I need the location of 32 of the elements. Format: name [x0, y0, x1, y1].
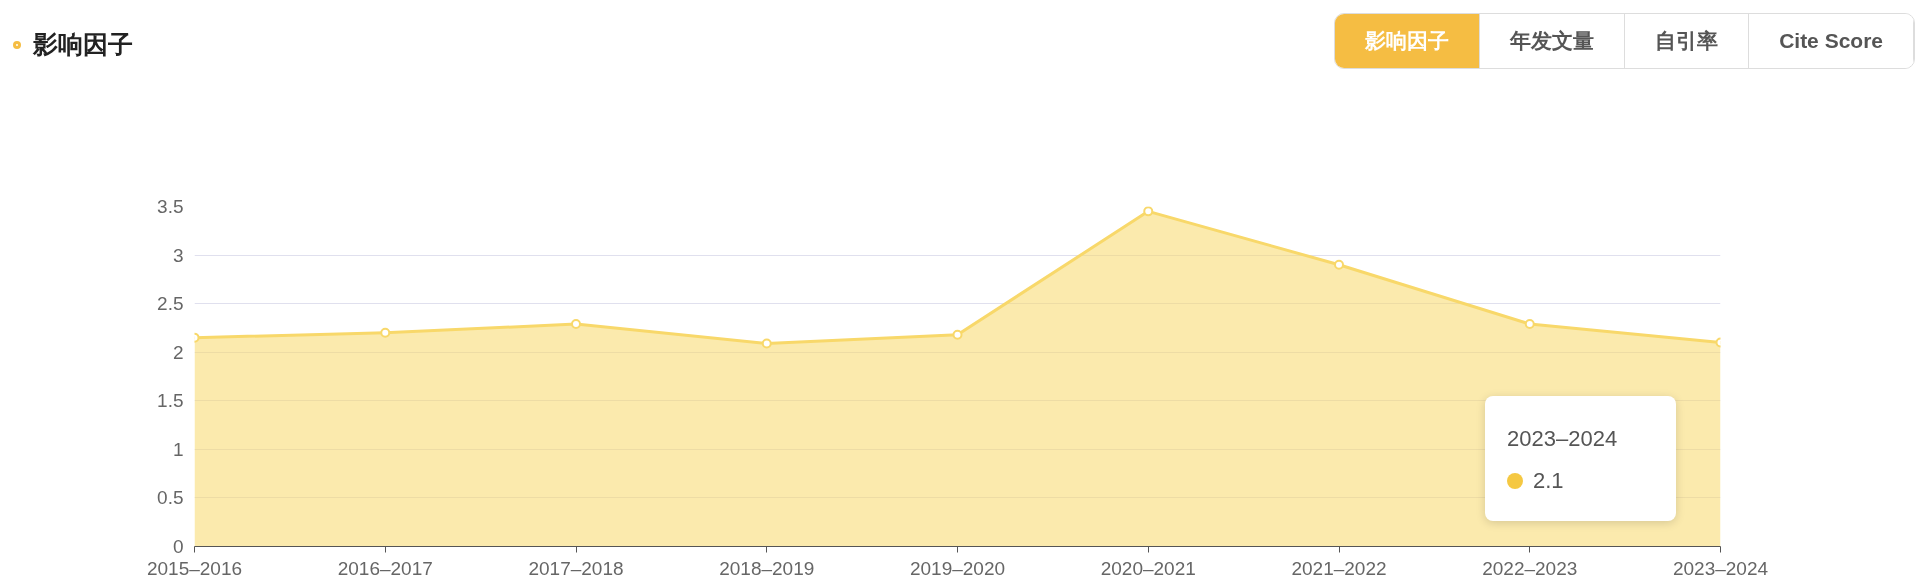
y-tick-label: 0.5: [157, 487, 184, 509]
x-tick-label: 2021–2022: [1291, 557, 1387, 578]
point: [1334, 259, 1344, 270]
x-tick-label: 2015–2016: [146, 557, 243, 578]
y-tick-label: 1.5: [157, 390, 184, 412]
point: [571, 319, 581, 330]
x-tick-label: 2017–2018: [528, 557, 624, 578]
point: [1524, 319, 1535, 330]
text: 自引率: [1625, 14, 1750, 68]
y-tick-label: 2: [172, 341, 184, 363]
y-tick-label: 0: [172, 536, 184, 557]
y-tick-label: 2.5: [157, 293, 184, 315]
x-tick-label: 2019–2020: [909, 557, 1006, 578]
point: [952, 329, 963, 340]
y-tick-label: 3: [172, 244, 184, 266]
y-tick-label: 1: [172, 438, 184, 460]
annotation: 2023–2024: [1507, 425, 1619, 453]
x-tick-label: 2018–2019: [719, 557, 815, 578]
text: 年发文量: [1480, 14, 1626, 68]
y-tick-label: 3.5: [157, 196, 184, 217]
text: 影响因子: [1335, 14, 1481, 68]
point: [1143, 206, 1154, 217]
text: Cite Score: [1749, 14, 1914, 68]
x-tick-label: 2016–2017: [337, 557, 433, 578]
x-tick-label: 2022–2023: [1482, 557, 1578, 578]
x-tick-label: 2023–2024: [1672, 557, 1769, 578]
x-tick-label: 2020–2021: [1100, 557, 1196, 578]
picture-tooltip: 2023–2024 2.1: [1485, 396, 1676, 521]
point: [380, 327, 391, 338]
chart-title: 影响因子: [33, 29, 133, 60]
annotation: 2.1: [1533, 467, 1564, 495]
point: [761, 338, 772, 349]
